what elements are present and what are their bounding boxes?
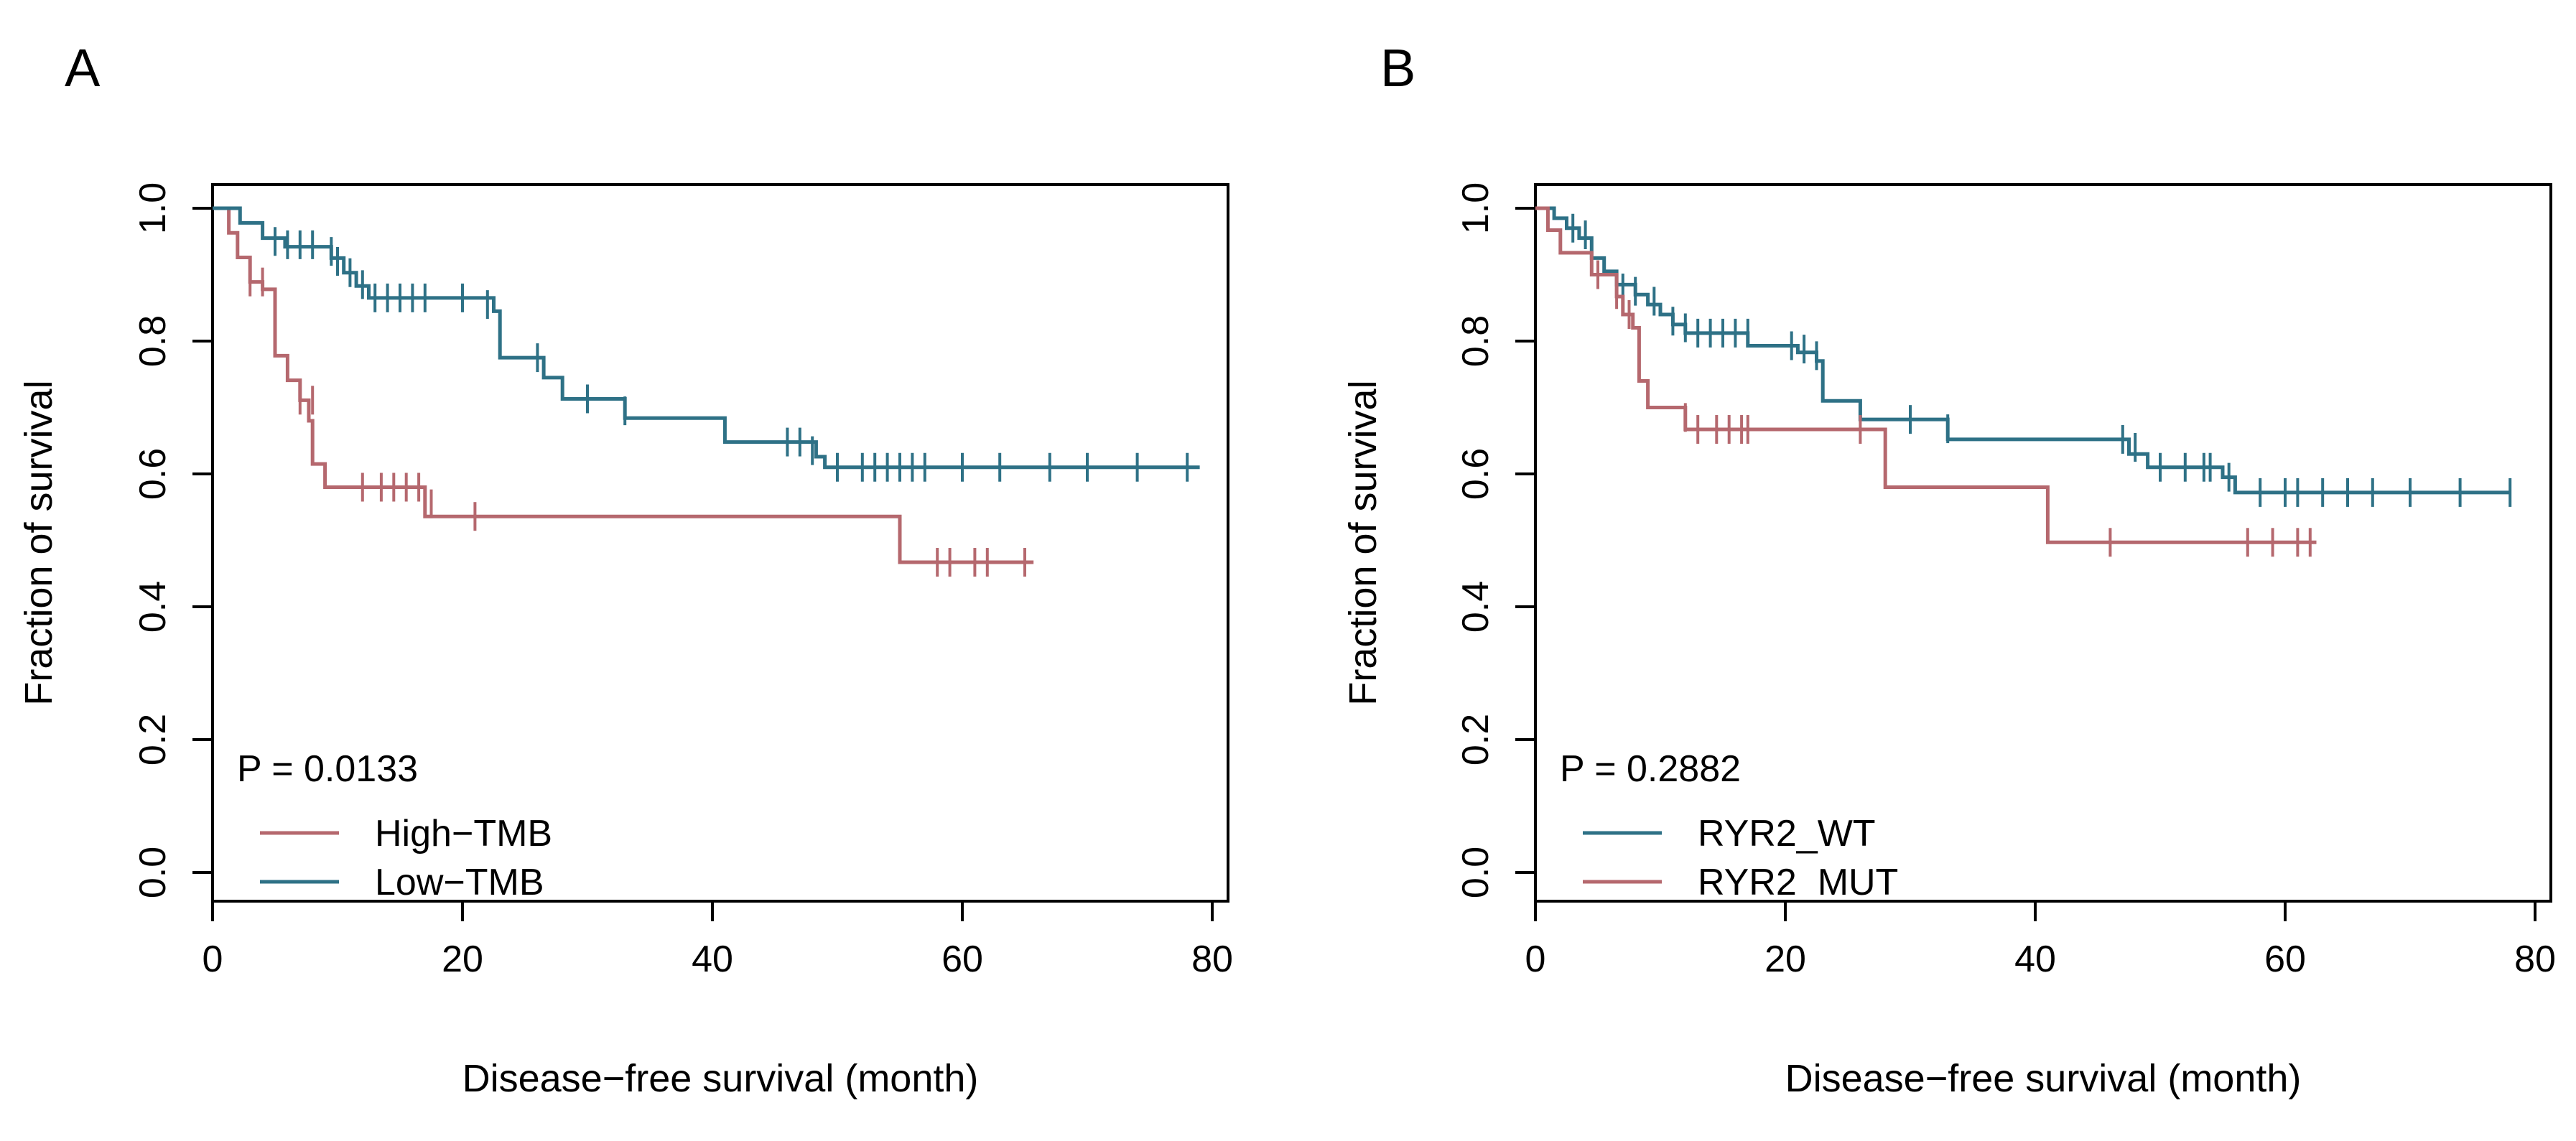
survival-line-low-tmb: [213, 206, 1200, 470]
y-tick-label: 0.8: [1455, 315, 1497, 367]
plot-frame-b: [1534, 183, 2552, 903]
axis-ticks-a: 0 20 40 60 80 0.0 0.2 0.4 0.6 0.8 1.0: [132, 182, 1233, 980]
panel-a: A 0 20 40 60 80 0.0 0.2 0.4 0.6 0.8 1.0 Disease−fr…: [17, 38, 1233, 1100]
panel-label-b: B: [1380, 38, 1415, 98]
x-tick-label: 40: [692, 939, 733, 980]
y-tick-label: 1.0: [1455, 182, 1497, 234]
x-tick-label: 0: [1525, 939, 1546, 980]
legend-label-a-0: High−TMB: [375, 813, 552, 854]
x-tick-label: 60: [2264, 939, 2306, 980]
axis-ticks-b: 0 20 40 60 80 0.0 0.2 0.4 0.6 0.8 1.0: [1455, 182, 2556, 980]
legend-label-a-1: Low−TMB: [375, 862, 544, 903]
x-tick-label: 20: [1764, 939, 1806, 980]
y-tick-label: 1.0: [132, 182, 174, 234]
p-value-b: P = 0.2882: [1560, 748, 1741, 790]
y-axis-label-b: Fraction of survival: [1342, 380, 1385, 705]
x-tick-label: 80: [1191, 939, 1233, 980]
legend-label-b-1: RYR2_MUT: [1698, 862, 1898, 903]
x-tick-label: 0: [203, 939, 223, 980]
y-tick-label: 0.8: [132, 315, 174, 367]
y-tick-label: 0.0: [132, 847, 174, 898]
x-tick-label: 20: [442, 939, 483, 980]
y-tick-label: 0.6: [132, 448, 174, 500]
y-tick-label: 0.2: [1455, 714, 1497, 765]
x-tick-label: 60: [941, 939, 983, 980]
y-axis-label-a: Fraction of survival: [17, 380, 60, 705]
survival-curves-b: [1535, 206, 2512, 557]
x-axis-label-b: Disease−free survival (month): [1785, 1057, 2302, 1100]
x-axis-label-a: Disease−free survival (month): [462, 1057, 979, 1100]
legend-b: RYR2_WT RYR2_MUT: [1583, 813, 1898, 903]
survival-line-ryr2-mut: [1535, 206, 2317, 544]
legend-a: High−TMB Low−TMB: [260, 813, 552, 903]
x-tick-label: 80: [2514, 939, 2556, 980]
survival-line-ryr2-wt: [1535, 206, 2511, 495]
y-tick-label: 0.4: [132, 581, 174, 633]
survival-line-high-tmb: [213, 206, 1034, 564]
p-value-a: P = 0.0133: [237, 748, 418, 790]
x-tick-label: 40: [2014, 939, 2056, 980]
survival-curves-a: [213, 206, 1200, 577]
panel-b: B 0 20 40 60 80 0.0 0.2 0.4 0.6 0.8 1.0 Disease−fr…: [1342, 38, 2556, 1100]
panel-label-a: A: [65, 38, 101, 98]
legend-label-b-0: RYR2_WT: [1698, 813, 1876, 854]
y-tick-label: 0.2: [132, 714, 174, 765]
y-tick-label: 0.0: [1455, 847, 1497, 898]
plot-frame-a: [211, 183, 1229, 903]
y-tick-label: 0.4: [1455, 581, 1497, 633]
y-tick-label: 0.6: [1455, 448, 1497, 500]
